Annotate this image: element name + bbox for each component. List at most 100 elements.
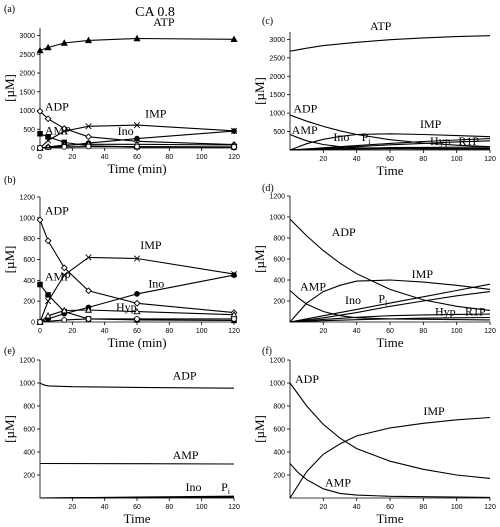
series-label: R1P — [458, 134, 479, 148]
data-point-amp — [37, 281, 43, 288]
series-line-series — [39, 496, 235, 499]
x-tick-label: 60 — [133, 504, 141, 511]
y-tick-label: 2000 — [19, 71, 35, 78]
x-tick-label: 40 — [353, 156, 361, 163]
series-line-r1p — [289, 147, 491, 151]
y-tick-label: 600 — [273, 427, 285, 434]
data-point-imp — [133, 122, 141, 129]
data-point-imp — [44, 298, 52, 305]
data-point-series — [44, 312, 52, 319]
series-line-hyp — [289, 313, 491, 323]
y-tick-label: 1500 — [269, 92, 285, 99]
y-tick-label: 600 — [23, 427, 35, 434]
y-tick-label: 1200 — [19, 195, 35, 202]
data-point-series — [133, 307, 141, 315]
data-point-atp — [84, 36, 93, 44]
series-label: IMP — [420, 117, 442, 131]
x-tick-label: 20 — [319, 328, 327, 335]
series-label: ATP — [153, 15, 175, 29]
x-tick-label: 20 — [319, 504, 327, 511]
data-point-imp — [61, 272, 68, 279]
y-tick-label: 0 — [31, 146, 35, 153]
y-tick-label: 800 — [273, 404, 285, 411]
series-line-r1p — [289, 316, 491, 323]
y-tick-label: 600 — [273, 257, 285, 264]
y-tick-label: 0 — [31, 320, 35, 327]
data-point-ino — [231, 272, 237, 278]
data-point-series — [85, 143, 92, 150]
data-point-atp — [230, 35, 238, 42]
y-axis-label: [µM] — [252, 245, 267, 273]
data-point-amp — [37, 130, 43, 137]
x-tick-label: 80 — [165, 154, 173, 161]
y-tick-label: 2000 — [269, 74, 285, 81]
series-line-atp — [289, 35, 491, 52]
y-tick-label: 800 — [23, 236, 35, 243]
series-label: Ino — [118, 124, 134, 138]
axis-lines — [289, 360, 490, 499]
data-point-amp — [45, 292, 51, 298]
x-tick-label: 60 — [386, 328, 394, 335]
data-point-adp — [44, 237, 52, 245]
y-axis-label: [µM] — [2, 246, 17, 274]
x-tick-label: 60 — [133, 154, 141, 161]
x-tick-label: 120 — [484, 328, 496, 335]
x-tick-label: 80 — [419, 504, 427, 511]
data-point-imp — [61, 128, 68, 135]
y-tick-label: 3000 — [269, 37, 285, 44]
y-tick-label: 1200 — [19, 358, 35, 365]
x-tick-label: 100 — [451, 156, 463, 163]
x-tick-label: 100 — [451, 328, 463, 335]
y-tick-label: 1500 — [19, 89, 35, 96]
y-tick-label: 1000 — [19, 381, 35, 388]
x-tick-label: 60 — [386, 504, 394, 511]
y-axis-label: [µM] — [2, 415, 17, 443]
series-line-adp — [39, 219, 235, 314]
series-label: Hyp — [116, 300, 137, 314]
y-tick-label: 500 — [273, 129, 285, 136]
data-point-atp — [44, 43, 52, 51]
data-point-adp — [85, 133, 92, 141]
x-axis-label: Time — [377, 511, 404, 526]
series-line-adp — [289, 382, 491, 479]
chart-panel-e: (e) 20 40 60 80 100 120 200 400 600 800 1000 1200 Tim… — [2, 346, 240, 526]
x-tick-label: 60 — [133, 328, 141, 335]
data-point-hyp — [37, 319, 43, 325]
x-tick-label: 100 — [196, 504, 208, 511]
data-point-ino — [231, 128, 237, 134]
y-tick-label: 1000 — [19, 215, 35, 222]
x-tick-label: 40 — [353, 328, 361, 335]
series-label: R1P — [465, 305, 486, 319]
y-tick-label: 2500 — [19, 52, 35, 59]
series-label: Ino — [333, 130, 349, 144]
series-label: ADP — [332, 225, 356, 239]
series-label: IMP — [145, 107, 167, 121]
series-label: Hyp — [435, 305, 456, 319]
series-line-pi — [289, 291, 491, 323]
data-point-adp — [44, 115, 52, 123]
x-tick-label: 0 — [38, 154, 42, 161]
y-tick-label: 400 — [273, 450, 285, 457]
x-tick-label: 120 — [228, 504, 240, 511]
series-label: IMP — [140, 238, 162, 252]
x-tick-label: 100 — [451, 504, 463, 511]
x-tick-label: 60 — [386, 156, 394, 163]
x-tick-label: 120 — [228, 154, 240, 161]
y-tick-label: 400 — [23, 450, 35, 457]
y-tick-label: 600 — [23, 257, 35, 264]
x-axis-label: Time — [124, 511, 151, 526]
chart-panel-f: (f) 20 40 60 80 100 120 200 400 600 800 1000 1200 Tim… — [252, 346, 496, 526]
series-line-imp — [289, 279, 491, 323]
data-point-atp — [60, 39, 68, 46]
panel-letter: (c) — [262, 16, 273, 27]
data-point-imp — [85, 123, 92, 130]
panel-letter: (f) — [262, 346, 272, 357]
chart-panel-d: (d) 20 40 60 80 100 120 200 400 600 800 1000 1200 Tim… — [252, 183, 496, 350]
data-point-imp — [133, 255, 141, 262]
series-line-imp — [39, 256, 235, 323]
series-line-ino — [289, 138, 491, 151]
x-tick-label: 0 — [38, 328, 42, 335]
x-tick-label: 80 — [419, 156, 427, 163]
y-tick-label: 1000 — [269, 381, 285, 388]
series-label: IMP — [412, 267, 434, 281]
